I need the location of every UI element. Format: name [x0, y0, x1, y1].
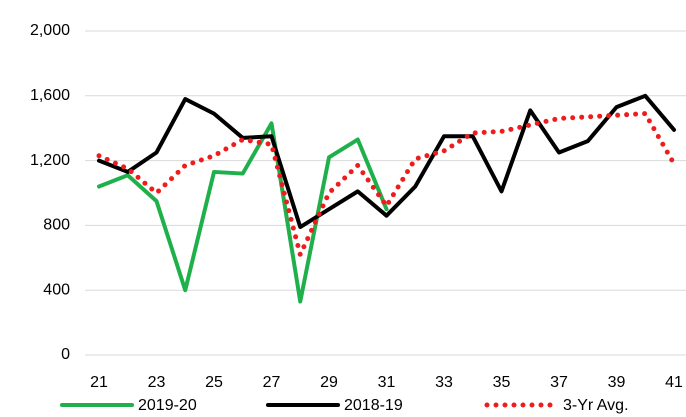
legend-label: 3-Yr Avg.: [563, 397, 629, 414]
series-line: [97, 93, 676, 230]
x-tick-label: 39: [608, 374, 626, 391]
x-tick-label: 25: [205, 374, 223, 391]
x-tick-label: 41: [665, 374, 683, 391]
y-tick-label: 0: [61, 346, 70, 363]
x-tick-label: 23: [148, 374, 166, 391]
x-tick-label: 33: [435, 374, 453, 391]
series-line: [97, 121, 389, 304]
y-tick-label: 1,200: [30, 152, 70, 169]
x-tick-label: 21: [90, 374, 108, 391]
x-tick-label: 37: [550, 374, 568, 391]
y-tick-label: 1,600: [30, 87, 70, 104]
legend-label: 2018-19: [344, 397, 403, 414]
x-tick-label: 29: [320, 374, 338, 391]
y-tick-label: 2,000: [30, 22, 70, 39]
y-tick-label: 800: [43, 217, 70, 234]
y-tick-label: 400: [43, 281, 70, 298]
series-line: [96, 111, 677, 258]
x-tick-label: 27: [263, 374, 281, 391]
x-tick-label: 35: [493, 374, 511, 391]
legend-label: 2019-20: [138, 397, 197, 414]
x-tick-label: 31: [378, 374, 396, 391]
